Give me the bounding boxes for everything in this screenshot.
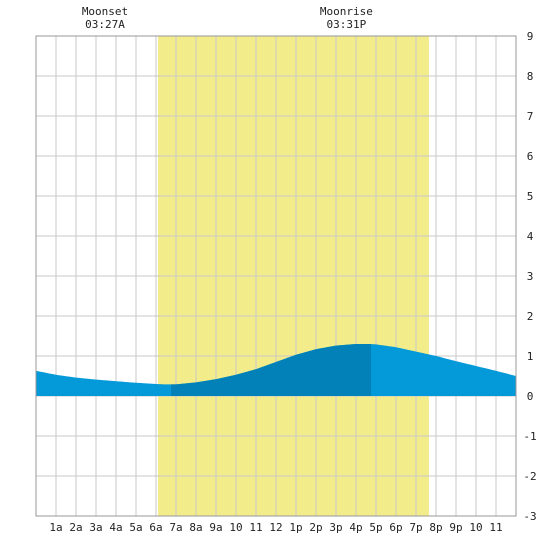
x-tick-label: 6a bbox=[149, 521, 162, 534]
tide-area-highlight bbox=[171, 344, 371, 396]
moon-event-label: Moonset bbox=[82, 5, 128, 18]
y-tick-label: 9 bbox=[527, 30, 534, 43]
x-tick-label: 12 bbox=[269, 521, 282, 534]
tide-series bbox=[36, 344, 516, 396]
y-tick-label: -3 bbox=[523, 510, 536, 523]
x-tick-label: 6p bbox=[389, 521, 402, 534]
y-axis-tick-labels: -3 -2 -1 0 1 2 3 4 5 6 7 8 9 bbox=[523, 30, 536, 523]
y-tick-label: 4 bbox=[527, 230, 534, 243]
y-tick-label: 2 bbox=[527, 310, 534, 323]
y-tick-label: 7 bbox=[527, 110, 534, 123]
x-axis-tick-labels: 1a 2a 3a 4a 5a 6a 7a 8a 9a 10 11 12 1p 2p 3p 4p 5p 6p 7p 8p… bbox=[49, 521, 502, 534]
x-tick-label: 11 bbox=[489, 521, 502, 534]
x-tick-label: 9a bbox=[209, 521, 222, 534]
y-tick-label: 3 bbox=[527, 270, 534, 283]
x-tick-label: 3a bbox=[89, 521, 102, 534]
x-tick-label: 10 bbox=[229, 521, 242, 534]
x-tick-label: 7p bbox=[409, 521, 422, 534]
y-tick-label: 6 bbox=[527, 150, 534, 163]
y-tick-label: 5 bbox=[527, 190, 534, 203]
grid-lines bbox=[36, 35, 516, 517]
moon-event-time: 03:31P bbox=[327, 18, 367, 31]
moon-event-time: 03:27A bbox=[85, 18, 125, 31]
y-tick-label: -2 bbox=[523, 470, 536, 483]
y-tick-label: 0 bbox=[527, 390, 534, 403]
x-tick-label: 8p bbox=[429, 521, 442, 534]
x-tick-label: 3p bbox=[329, 521, 342, 534]
x-tick-label: 1a bbox=[49, 521, 62, 534]
y-tick-label: 8 bbox=[527, 70, 534, 83]
x-tick-label: 5p bbox=[369, 521, 382, 534]
x-tick-label: 10 bbox=[469, 521, 482, 534]
x-tick-label: 9p bbox=[449, 521, 462, 534]
x-tick-label: 1p bbox=[289, 521, 302, 534]
x-tick-label: 11 bbox=[249, 521, 262, 534]
x-tick-label: 5a bbox=[129, 521, 142, 534]
x-tick-label: 4p bbox=[349, 521, 362, 534]
x-tick-label: 4a bbox=[109, 521, 122, 534]
x-tick-label: 8a bbox=[189, 521, 202, 534]
x-tick-label: 7a bbox=[169, 521, 182, 534]
y-tick-label: -1 bbox=[523, 430, 536, 443]
y-tick-label: 1 bbox=[527, 350, 534, 363]
x-tick-label: 2p bbox=[309, 521, 322, 534]
moon-event-label: Moonrise bbox=[320, 5, 373, 18]
x-tick-label: 2a bbox=[69, 521, 82, 534]
plot-border bbox=[35, 35, 517, 517]
